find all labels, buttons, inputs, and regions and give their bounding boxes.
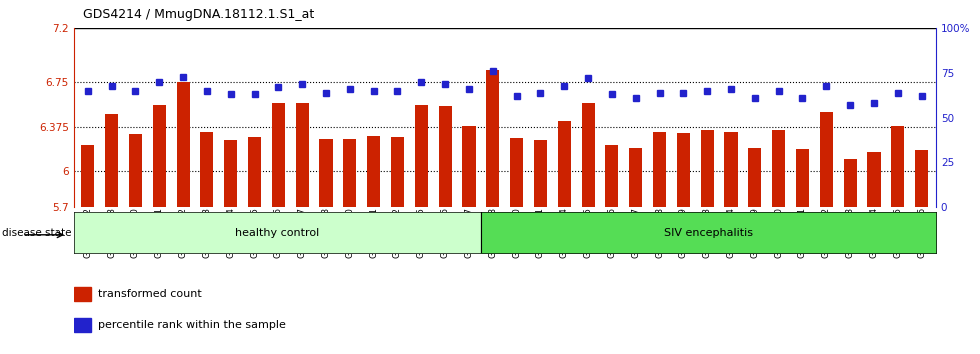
Bar xyxy=(415,104,428,207)
Bar xyxy=(81,145,94,207)
Bar xyxy=(653,132,666,207)
Bar xyxy=(343,139,357,207)
Bar xyxy=(796,149,809,207)
Text: SIV encephalitis: SIV encephalitis xyxy=(663,228,753,238)
Bar xyxy=(74,286,90,301)
Bar xyxy=(891,126,905,207)
Bar xyxy=(558,121,570,207)
Bar xyxy=(915,150,928,207)
Bar xyxy=(510,138,523,207)
Bar xyxy=(368,136,380,207)
Bar xyxy=(248,137,261,207)
Bar xyxy=(629,148,642,207)
Text: GDS4214 / MmugDNA.18112.1.S1_at: GDS4214 / MmugDNA.18112.1.S1_at xyxy=(83,8,315,21)
Bar xyxy=(606,145,618,207)
Bar xyxy=(439,106,452,207)
Bar xyxy=(534,140,547,207)
Bar xyxy=(749,148,761,207)
Bar xyxy=(319,139,332,207)
Bar xyxy=(200,132,214,207)
Bar xyxy=(129,135,142,207)
Bar xyxy=(486,70,500,207)
Bar xyxy=(867,152,880,207)
Bar xyxy=(819,112,833,207)
Bar xyxy=(271,103,285,207)
Bar xyxy=(74,318,90,332)
Bar xyxy=(463,126,475,207)
Bar xyxy=(677,133,690,207)
Bar xyxy=(296,103,309,207)
Text: percentile rank within the sample: percentile rank within the sample xyxy=(97,320,285,330)
Bar xyxy=(772,130,785,207)
Text: healthy control: healthy control xyxy=(235,228,319,238)
Bar xyxy=(724,132,738,207)
Bar xyxy=(224,140,237,207)
Text: transformed count: transformed count xyxy=(97,289,201,298)
Bar xyxy=(581,103,595,207)
Bar xyxy=(176,82,190,207)
Bar xyxy=(153,104,166,207)
Bar xyxy=(701,130,713,207)
Bar xyxy=(391,137,404,207)
Bar xyxy=(105,114,119,207)
Bar xyxy=(844,159,857,207)
Text: disease state: disease state xyxy=(2,228,72,238)
